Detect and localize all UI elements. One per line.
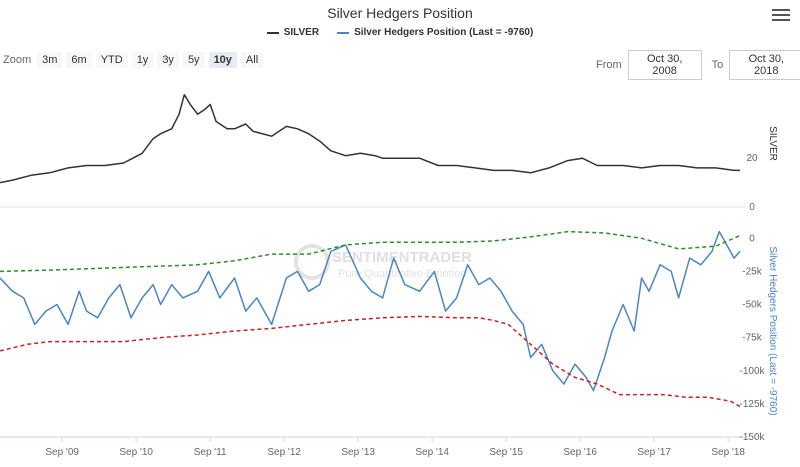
series-upper-band-line xyxy=(0,230,741,273)
zoom-ytd-button[interactable]: YTD xyxy=(95,52,128,68)
range-to-input[interactable]: Oct 30, 2018 xyxy=(729,50,800,80)
x-tick-label: Sep '09 xyxy=(45,447,79,458)
legend-item-silver[interactable]: SILVER xyxy=(266,27,320,38)
zoom-bar: Zoom 3m 6m YTD 1y 3y 5y 10y All xyxy=(3,52,267,68)
series-silver-line xyxy=(0,93,740,184)
x-tick-label: Sep '14 xyxy=(415,447,449,458)
date-range: From Oct 30, 2008 To Oct 30, 2018 xyxy=(596,50,800,80)
legend-item-hedgers[interactable]: Silver Hedgers Position (Last = -9760) xyxy=(337,27,533,38)
x-tick-label: Sep '16 xyxy=(563,447,597,458)
x-tick-label: Sep '11 xyxy=(194,447,227,458)
zoom-6m-button[interactable]: 6m xyxy=(66,52,92,68)
y-axis-title: Silver Hedgers Position (Last = -9760) xyxy=(767,246,778,415)
y-tick-label: -125k xyxy=(739,399,765,410)
series-hedgers-line xyxy=(0,230,741,392)
y-tick-label: -150k xyxy=(739,432,765,443)
range-from-input[interactable]: Oct 30, 2008 xyxy=(627,50,702,80)
zoom-label: Zoom xyxy=(3,54,32,66)
x-tick-label: Sep '12 xyxy=(267,447,301,458)
y-tick-label: 0 xyxy=(749,202,755,213)
x-tick-label: Sep '10 xyxy=(119,447,153,458)
legend-label-silver: SILVER xyxy=(283,27,320,38)
series-lower-band-line xyxy=(0,315,741,408)
zoom-3y-button[interactable]: 3y xyxy=(157,52,179,68)
y-tick-label: 20 xyxy=(746,153,758,164)
y-tick-label: -25k xyxy=(742,266,762,277)
zoom-3m-button[interactable]: 3m xyxy=(37,52,63,68)
watermark-line1: SENTIMENTRADER xyxy=(332,249,472,266)
chart-menu-icon[interactable] xyxy=(772,7,790,21)
y-axis-title: SILVER xyxy=(767,126,778,161)
legend-swatch-hedgers xyxy=(337,31,350,34)
zoom-5y-button[interactable]: 5y xyxy=(182,52,205,68)
legend-swatch-silver xyxy=(266,31,279,34)
chart-title: Silver Hedgers Position xyxy=(327,5,473,21)
range-from-label: From xyxy=(596,59,622,71)
zoom-1y-button[interactable]: 1y xyxy=(131,52,154,68)
zoom-all-button[interactable]: All xyxy=(240,52,264,68)
y-tick-label: -75k xyxy=(742,333,762,344)
y-tick-label: 0 xyxy=(749,233,755,244)
legend: SILVER Silver Hedgers Position (Last = -… xyxy=(0,27,800,38)
zoom-10y-button[interactable]: 10y xyxy=(208,52,237,68)
x-tick-label: Sep '13 xyxy=(341,447,375,458)
range-to-label: To xyxy=(711,59,724,71)
x-tick-label: Sep '18 xyxy=(711,447,745,458)
legend-label-hedgers: Silver Hedgers Position (Last = -9760) xyxy=(354,27,534,38)
y-tick-label: -100k xyxy=(739,366,765,377)
x-tick-label: Sep '17 xyxy=(637,447,671,458)
y-tick-label: -50k xyxy=(742,300,762,311)
x-tick-label: Sep '15 xyxy=(489,447,523,458)
